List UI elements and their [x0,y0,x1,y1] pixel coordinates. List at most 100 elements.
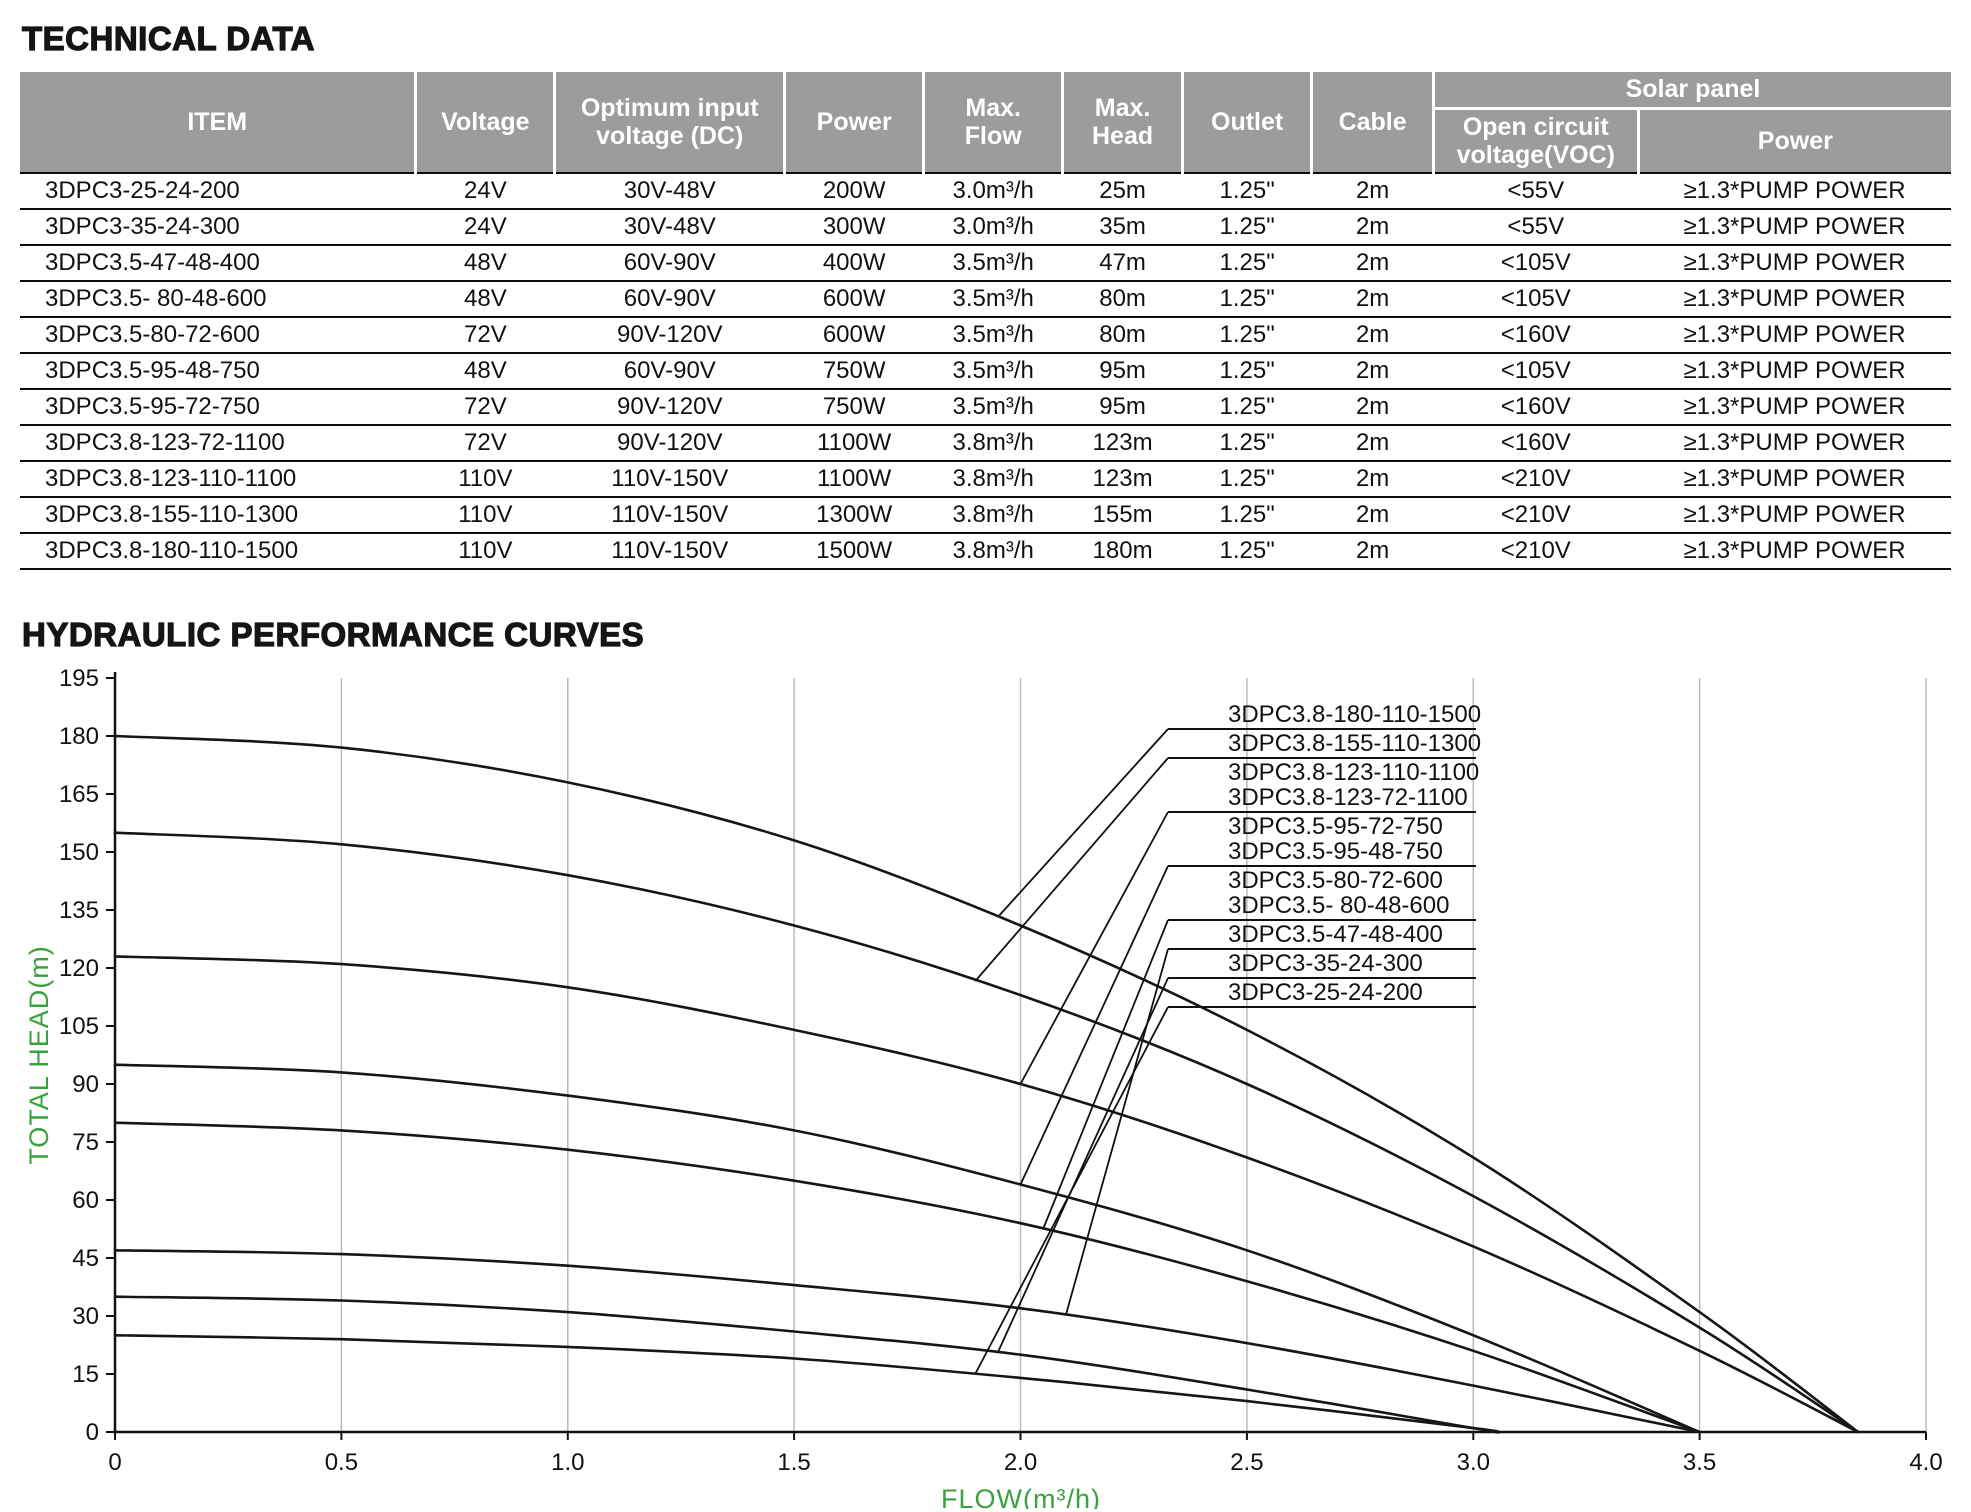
table-cell: 110V-150V [554,459,785,497]
table-cell: 72V [415,423,555,461]
table-row: 3DPC3.5-95-72-750 72V 90V-120V 750W 3.5m³/h 9… [20,387,1951,425]
curve-label: 3DPC3.8-123-110-1100 [1228,759,1479,786]
table-cell: <210V [1433,459,1639,497]
table-cell: 30V-48V [554,171,785,209]
table-cell: 3.5m³/h [923,243,1063,281]
curve-label: 3DPC3.8-155-110-1300 [1228,730,1481,757]
curve-label-leader [997,727,1169,918]
column-header-max: Max. Head [1061,72,1183,173]
table-cell: 60V-90V [554,243,785,281]
table-cell: ≥1.3*PUMP POWER [1638,279,1951,317]
table-cell: 35m [1062,207,1183,245]
table-cell: 110V-150V [554,531,785,570]
table-cell: 1.25" [1182,315,1312,353]
table-cell: 123m [1062,459,1183,497]
table-cell: 1.25" [1182,495,1312,533]
curve-h47 [113,1248,1701,1433]
table-cell: 3.8m³/h [923,495,1063,533]
table-body: 3DPC3-25-24-200 24V 30V-48V 200W 3.0m³/h 25m 1… [20,171,1951,570]
table-cell: 3DPC3.5-80-72-600 [20,315,416,353]
y-tick-label: 75 [72,1129,99,1156]
y-axis-title: TOTAL HEAD(m) [24,945,54,1165]
x-tick-label: 1.0 [551,1449,584,1476]
table-cell: 1.25" [1182,531,1312,570]
table-cell: 80m [1062,315,1183,353]
table-cell: 90V-120V [554,423,785,461]
y-tick-label: 165 [59,781,99,808]
table-cell: ≥1.3*PUMP POWER [1638,351,1951,389]
table-cell: ≥1.3*PUMP POWER [1638,171,1951,209]
table-cell: 1.25" [1182,459,1312,497]
table-cell: <55V [1433,171,1639,209]
table-cell: 30V-48V [554,207,785,245]
curve-h25 [113,1333,1500,1433]
table-row: 3DPC3-35-24-300 24V 30V-48V 300W 3.0m³/h 35m 1… [20,207,1951,245]
y-tick-label: 15 [72,1361,99,1388]
table-cell: 3DPC3.5-95-48-750 [20,351,416,389]
table-cell: 600W [784,279,924,317]
curve-label: 3DPC3-25-24-200 [1228,979,1423,1006]
y-tick-label: 45 [72,1245,99,1272]
table-cell: 600W [784,315,924,353]
curve-label-leader [1042,919,1169,1229]
curve-label: 3DPC3-35-24-300 [1228,950,1423,977]
curve-label-leader [997,977,1169,1353]
curve-h95 [113,1062,1701,1433]
table-cell: 2m [1311,387,1434,425]
technical-data-table: ITEM Voltage Optimum input voltage (DC) Pow… [20,72,1951,570]
table-cell: 3.5m³/h [923,351,1063,389]
y-tick-label: 0 [86,1419,99,1446]
column-header-voltage: Voltage [414,72,555,173]
table-cell: 1500W [784,531,924,570]
y-tick-label: 150 [59,839,99,866]
table-cell: ≥1.3*PUMP POWER [1638,315,1951,353]
y-tick-label: 135 [59,897,99,924]
table-row: 3DPC3.5-95-48-750 48V 60V-90V 750W 3.5m³/h 95… [20,351,1951,389]
table-cell: 1300W [784,495,924,533]
table-cell: 3DPC3.5- 80-48-600 [20,279,416,317]
table-cell: 750W [784,351,924,389]
column-header-optimum-input: Optimum input voltage (DC) [553,72,785,173]
table-cell: 2m [1311,243,1434,281]
curve-label-leader [1019,811,1169,1084]
table-cell: ≥1.3*PUMP POWER [1638,423,1951,461]
table-row: 3DPC3.5- 80-48-600 48V 60V-90V 600W 3.5m³/h 8… [20,279,1951,317]
table-cell: 2m [1311,171,1434,209]
table-row: 3DPC3.8-155-110-1300 110V 110V-150V 1300W 3.… [20,495,1951,533]
curve-label: 3DPC3.5-95-48-750 [1228,838,1443,865]
hydraulic-curves-title: HYDRAULIC PERFORMANCE CURVES [21,615,645,653]
technical-data-title: TECHNICAL DATA [21,19,315,57]
y-tick-label: 30 [72,1303,99,1330]
curve-h35 [113,1294,1500,1434]
table-cell: 1100W [784,423,924,461]
table-cell: 95m [1062,351,1183,389]
table-cell: 3.8m³/h [923,531,1063,570]
table-cell: 3DPC3.5-47-48-400 [20,243,416,281]
table-cell: 2m [1311,531,1434,570]
x-tick-label: 2.0 [1004,1449,1037,1476]
x-axis-title: FLOW(m³/h) [941,1484,1101,1509]
curve-label: 3DPC3.5-95-72-750 [1228,813,1443,840]
table-cell: <210V [1433,531,1639,570]
table-cell: ≥1.3*PUMP POWER [1638,207,1951,245]
table-cell: <160V [1433,315,1639,353]
table-cell: 24V [415,207,555,245]
curve-label-leader [974,756,1169,982]
table-cell: 2m [1311,279,1434,317]
table-cell: 2m [1311,459,1434,497]
table-cell: ≥1.3*PUMP POWER [1638,459,1951,497]
table-head: ITEM Voltage Optimum input voltage (DC) Pow… [20,72,1951,173]
table-cell: 3.5m³/h [923,387,1063,425]
table-cell: 90V-120V [554,315,785,353]
table-cell: 3DPC3-25-24-200 [20,171,416,209]
table-cell: 1.25" [1182,279,1312,317]
x-tick-label: 0.5 [325,1449,358,1476]
table-cell: 2m [1311,351,1434,389]
table-cell: 3.8m³/h [923,459,1063,497]
table-cell: 2m [1311,495,1434,533]
y-tick-label: 90 [72,1071,99,1098]
x-tick-label: 1.5 [777,1449,810,1476]
y-tick-label: 105 [59,1013,99,1040]
table-cell: 90V-120V [554,387,785,425]
